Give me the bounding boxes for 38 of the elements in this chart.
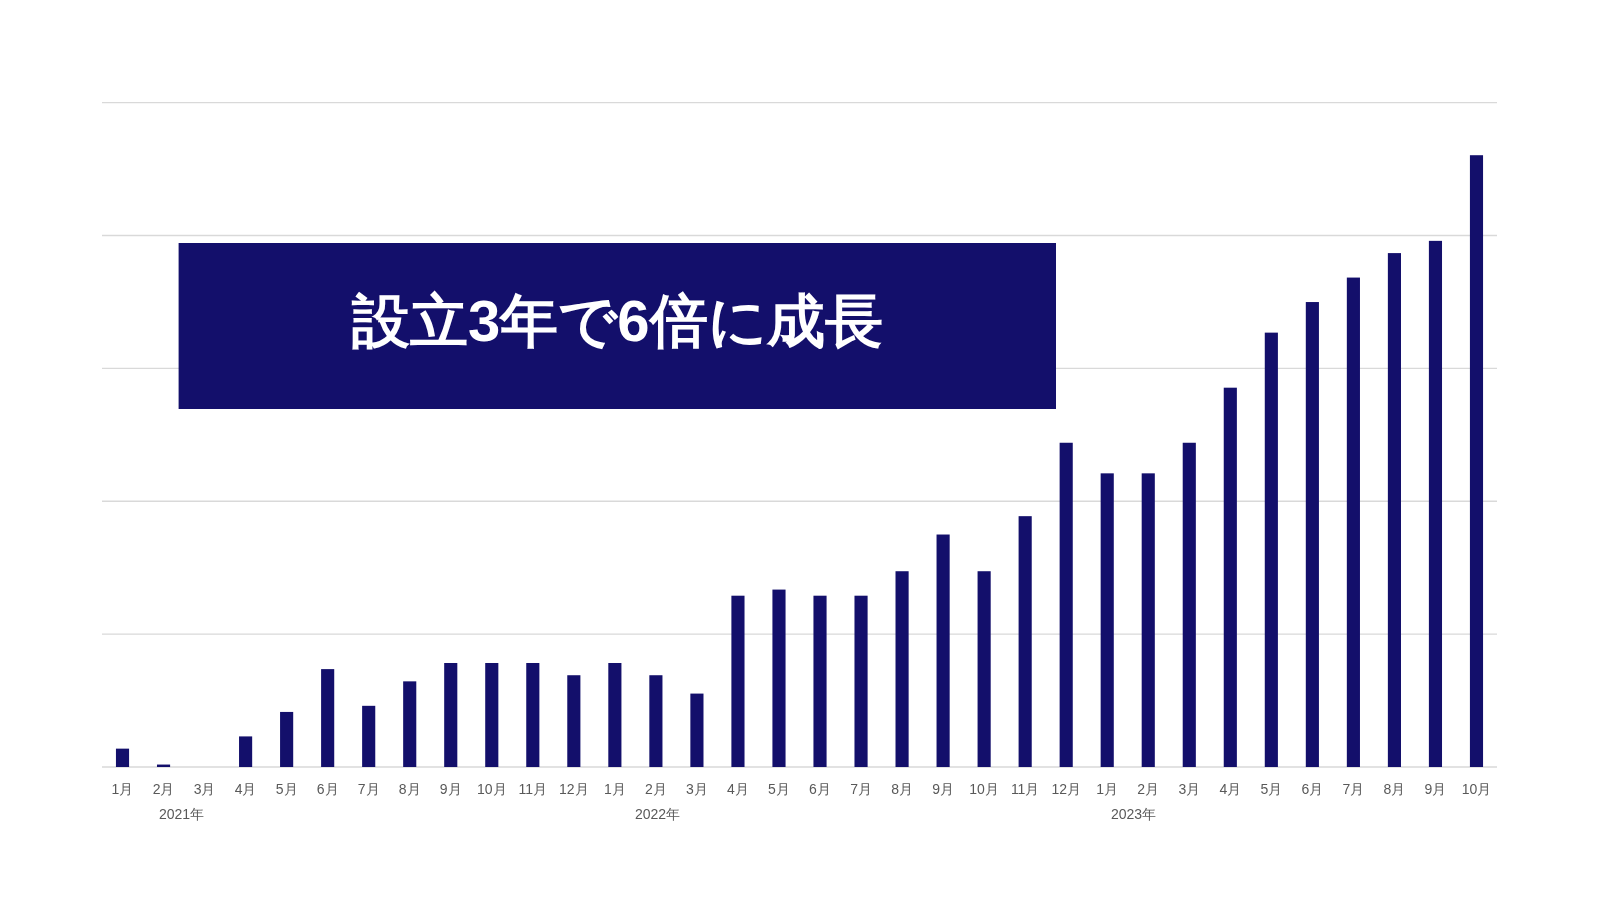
- x-tick-label: 12月: [1051, 781, 1081, 797]
- x-tick-label: 10月: [969, 781, 999, 797]
- x-tick-label: 7月: [357, 781, 380, 797]
- x-tick-label: 11月: [518, 781, 548, 797]
- x-tick-label: 8月: [398, 781, 421, 797]
- x-tick-label: 8月: [891, 781, 913, 797]
- x-tick-label: 6月: [1301, 781, 1324, 797]
- x-tick-label: 3月: [686, 781, 708, 797]
- x-tick-label: 3月: [1178, 781, 1201, 797]
- x-tick-label: 5月: [275, 781, 298, 797]
- x-tick-label: 9月: [1424, 781, 1447, 797]
- x-tick-label: 8月: [1383, 781, 1406, 797]
- x-tick-label: 7月: [850, 781, 872, 797]
- annotation: 2023年: [1110, 806, 1157, 822]
- x-tick-label: 10月: [1461, 781, 1492, 797]
- x-tick-label: 11月: [1010, 781, 1040, 797]
- title: 設立3年で6倍に成長: [178, 243, 1056, 409]
- x-tick-label: 6月: [316, 781, 339, 797]
- x-tick-label: 3月: [193, 781, 216, 797]
- x-tick-label: 1月: [1096, 781, 1119, 797]
- x-tick-label: 9月: [932, 781, 954, 797]
- x-tick-label: 2月: [1137, 781, 1160, 797]
- x-tick-label: 2月: [152, 781, 175, 797]
- x-tick-label: 12月: [559, 781, 589, 797]
- x-tick-label: 7月: [1342, 781, 1365, 797]
- x-tick-label: 5月: [1260, 781, 1283, 797]
- x-tick-label: 6月: [809, 781, 831, 797]
- x-tick-label: 4月: [727, 781, 749, 797]
- x-tick-label: 9月: [439, 781, 462, 797]
- x-tick-label: 5月: [768, 781, 790, 797]
- x-tick-label: 1月: [603, 781, 626, 797]
- x-tick-label: 4月: [1219, 781, 1242, 797]
- annotation: 2022年: [634, 806, 681, 822]
- annotation: 2021年: [159, 806, 205, 822]
- x-tick-label: 10月: [476, 781, 507, 797]
- x-tick-label: 2月: [645, 781, 667, 797]
- x-tick-label: 1月: [111, 781, 134, 797]
- x-tick-label: 4月: [234, 781, 257, 797]
